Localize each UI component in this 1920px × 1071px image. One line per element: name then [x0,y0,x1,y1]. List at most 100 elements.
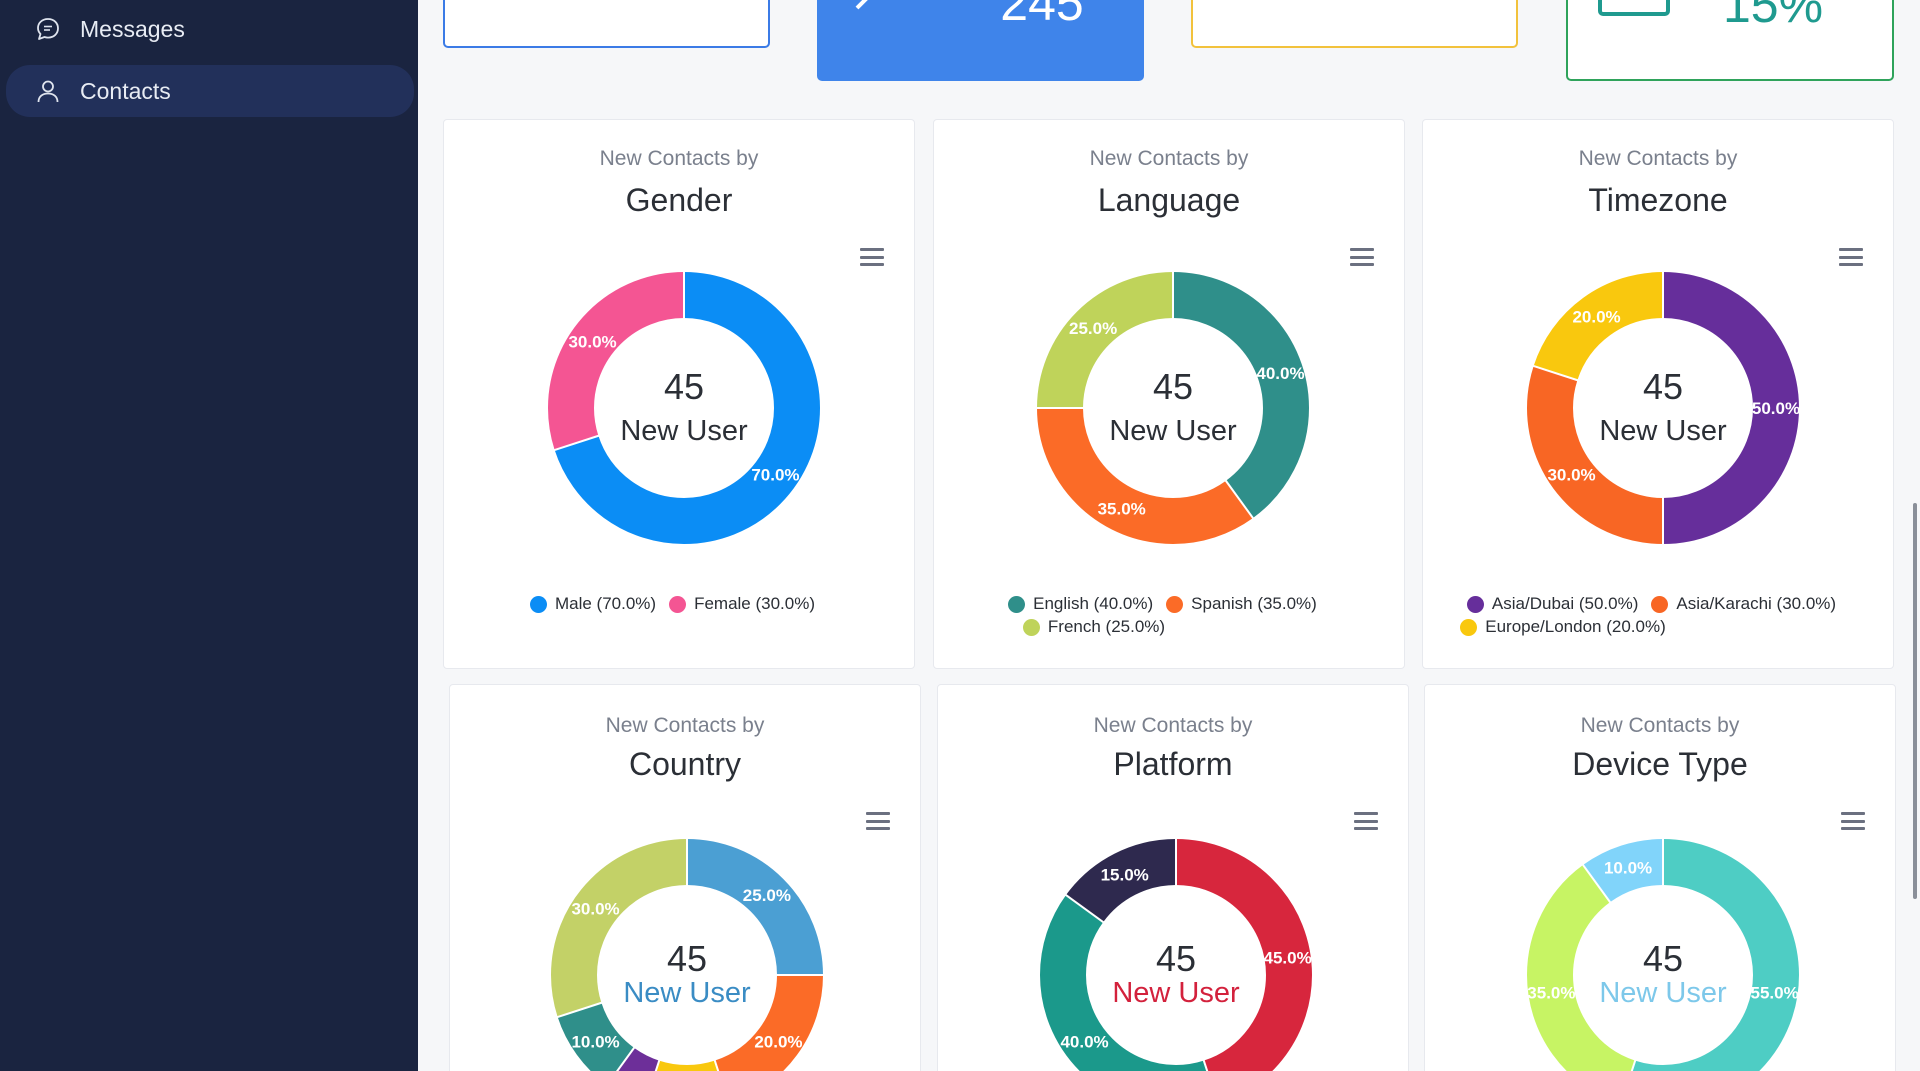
hamburger-menu-icon[interactable] [1841,812,1865,830]
chart-card-gender: New Contacts by Gender 70.0% 30.0% 45 New… [443,119,915,669]
card-title: Device Type [1572,746,1748,782]
legend-label: Asia/Dubai (50.0%) [1491,594,1639,613]
chart-legend: Male (70.0%) Female (30.0%) [444,594,914,618]
chart-card-language: New Contacts by Language 40.0% 35.0% 25.0%… [933,119,1405,669]
legend-item[interactable]: Asia/Dubai (50.0%) [1466,594,1639,613]
hamburger-menu-icon[interactable] [866,812,890,830]
chat-bubble-icon [34,15,62,43]
legend-dot [1460,618,1478,636]
slice-label: 10.0% [571,1032,619,1051]
arrow-icon [853,0,883,10]
center-label: New User [620,415,748,447]
slice-label: 30.0% [571,900,619,919]
legend-dot [669,595,687,613]
monitor-icon [1598,0,1670,16]
hamburger-menu-icon[interactable] [1354,812,1378,830]
slice-label: 15.0% [1101,865,1149,884]
legend-dot [529,595,547,613]
slice-separator [1202,1059,1209,1071]
legend-item[interactable]: English (40.0%) [1008,594,1154,613]
legend-dot [1166,595,1184,613]
center-value: 45 [1642,938,1684,979]
legend-label: Europe/London (20.0%) [1485,617,1666,636]
center-label: New User [1112,977,1240,1009]
donut-chart: 45.0% 40.0% 15.0% [1040,838,1312,1071]
center-label: New User [623,977,751,1009]
slice-separator [616,1046,636,1071]
chart-legend: English (40.0%) Spanish (35.0%) French (… [934,594,1404,641]
scrollbar-thumb[interactable] [1913,503,1917,899]
legend-label: English (40.0%) [1033,594,1154,613]
legend-dot [1008,595,1026,613]
sidebar-item-label: Messages [80,15,185,42]
chart-card-platform: New Contacts by Platform 45.0% 40.0% 15.0%… [937,684,1409,1071]
hamburger-menu-icon[interactable] [1839,248,1863,266]
stat-value: 245 [1000,0,1084,31]
center-value: 45 [1152,366,1194,407]
slice-separator [713,1059,720,1071]
card-title: Platform [1113,746,1233,782]
legend-item[interactable]: French (25.0%) [1022,617,1166,636]
slice-separator [1630,1059,1637,1071]
card-title: Gender [625,182,733,218]
legend-dot [1022,618,1040,636]
donut-slice[interactable] [1040,839,1312,1071]
legend-label: French (25.0%) [1047,617,1166,636]
legend-dot [1651,595,1669,613]
stat-card [1191,0,1518,48]
chart-card-country: New Contacts by Country 25.0% 20.0% 10.0% 3… [449,684,921,1071]
slice-separator [1224,479,1255,520]
slice-separator [1064,893,1105,924]
donut-chart: 25.0% 20.0% 10.0% 30.0% [551,838,824,1071]
sidebar-item-messages[interactable]: Messages [6,3,414,55]
center-label: New User [1599,977,1727,1009]
donut-slice[interactable] [1527,839,1799,1071]
stat-card: 15% [1566,0,1894,81]
sidebar-item-contacts[interactable]: Contacts [6,65,414,117]
slice-label: 50.0% [1752,399,1800,418]
donut-chart: 70.0% 30.0% [548,271,820,544]
slice-separator [1581,863,1612,904]
legend-label: Male (70.0%) [554,594,657,613]
slice-label: 35.0% [1098,500,1146,519]
donut-chart: 40.0% 35.0% 25.0% [1036,271,1309,544]
slice-label: 55.0% [1751,984,1799,1003]
slice-separator [654,1059,661,1071]
card-subtitle: New Contacts by [605,714,765,737]
card-subtitle: New Contacts by [1093,714,1253,737]
legend-item[interactable]: Europe/London (20.0%) [1460,617,1666,636]
slice-label: 25.0% [1069,319,1117,338]
slice-label: 45.0% [1264,948,1312,967]
center-label: New User [1109,415,1237,447]
legend-item[interactable]: Asia/Karachi (30.0%) [1651,594,1836,613]
hamburger-menu-icon[interactable] [1350,248,1374,266]
donut-chart: 55.0% 35.0% 10.0% [1527,838,1799,1071]
stat-card: 245 [817,0,1144,81]
center-value: 45 [663,366,705,407]
donut-slice[interactable] [1527,272,1799,544]
card-subtitle: New Contacts by [1580,714,1740,737]
slice-label: 20.0% [754,1032,802,1051]
card-subtitle: New Contacts by [599,147,759,170]
center-value: 45 [666,938,708,979]
slice-separator [1532,364,1579,382]
legend-item[interactable]: Female (30.0%) [669,594,815,613]
legend-label: Spanish (35.0%) [1191,594,1317,613]
center-label: New User [1599,415,1727,447]
sidebar: Messages Contacts [0,0,418,1071]
hamburger-menu-icon[interactable] [860,248,884,266]
card-title: Timezone [1588,182,1728,218]
slice-label: 40.0% [1256,364,1304,383]
card-subtitle: New Contacts by [1089,147,1249,170]
legend-dot [1466,595,1484,613]
slice-separator [553,434,600,452]
legend-item[interactable]: Male (70.0%) [529,594,657,613]
chart-legend: Asia/Dubai (50.0%) Asia/Karachi (30.0%) … [1423,594,1893,641]
card-title: Language [1097,182,1241,218]
stat-card [443,0,770,48]
card-subtitle: New Contacts by [1578,147,1738,170]
slice-label: 40.0% [1060,1032,1108,1051]
slice-separator [556,1001,603,1019]
stat-value: 15% [1722,0,1824,33]
legend-item[interactable]: Spanish (35.0%) [1166,594,1317,613]
